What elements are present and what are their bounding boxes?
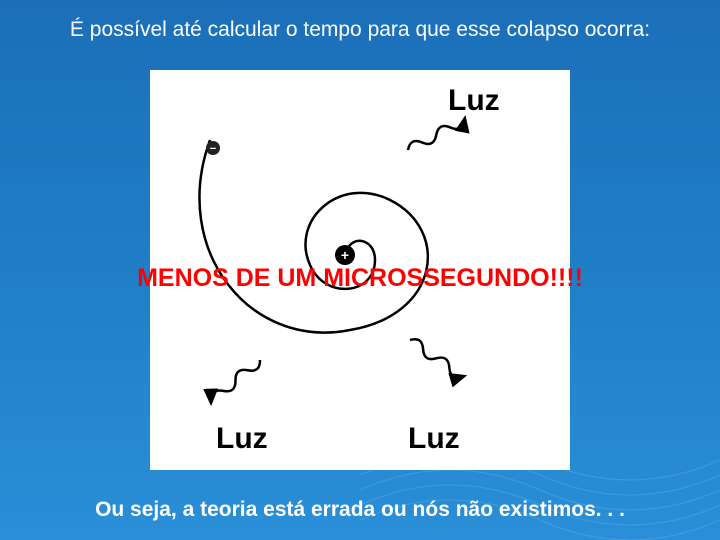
- electron-symbol: −: [210, 143, 216, 155]
- conclusion-text: Ou seja, a teoria está errada ou nós não…: [0, 498, 720, 522]
- label-luz-bottom-right: Luz: [408, 422, 460, 456]
- light-wave-top: [406, 116, 467, 155]
- emphasis-text: MENOS DE UM MICROSSEGUNDO!!!!: [0, 264, 720, 293]
- spiral-path: [199, 140, 427, 333]
- nucleus-symbol: +: [341, 247, 349, 263]
- slide: É possível até calcular o tempo para que…: [0, 0, 720, 540]
- label-luz-top: Luz: [448, 84, 500, 118]
- light-wave-bottom-left: [208, 356, 263, 405]
- light-wave-bottom-right: [407, 336, 465, 381]
- slide-title: É possível até calcular o tempo para que…: [0, 18, 720, 42]
- label-luz-bottom-left: Luz: [216, 422, 268, 456]
